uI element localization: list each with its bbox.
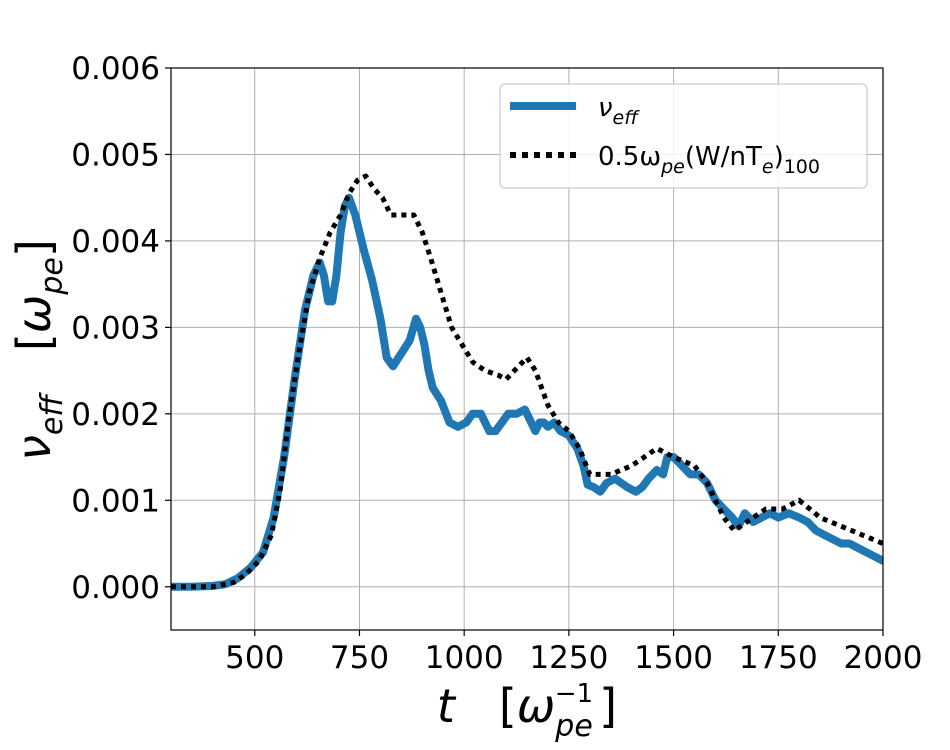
y-tick-label: 0.000: [71, 570, 160, 606]
x-tick-label: 1750: [739, 640, 818, 676]
series-line-2: [171, 176, 883, 587]
x-tick-label: 750: [330, 640, 389, 676]
y-tick-label: 0.004: [71, 224, 160, 260]
y-tick-label: 0.005: [71, 137, 160, 173]
legend: νeff 0.5ωpe(W/nTe)100: [500, 84, 867, 188]
series-line-1: [171, 198, 883, 587]
y-tick-label: 0.006: [71, 51, 160, 87]
y-tick-label: 0.001: [71, 483, 160, 519]
x-axis-label: t [ωpe−1]: [437, 679, 617, 744]
x-tick-label: 500: [225, 640, 284, 676]
x-tick-label: 2000: [844, 640, 923, 676]
x-tick-label: 1000: [425, 640, 504, 676]
x-tick-label: 1250: [529, 640, 608, 676]
y-tick-label: 0.002: [71, 397, 160, 433]
x-tick-label: 1500: [634, 640, 713, 676]
y-tick-label: 0.003: [71, 310, 160, 346]
y-axis-label: νeff [ωpe]: [7, 239, 70, 461]
series-layer: [171, 176, 883, 587]
